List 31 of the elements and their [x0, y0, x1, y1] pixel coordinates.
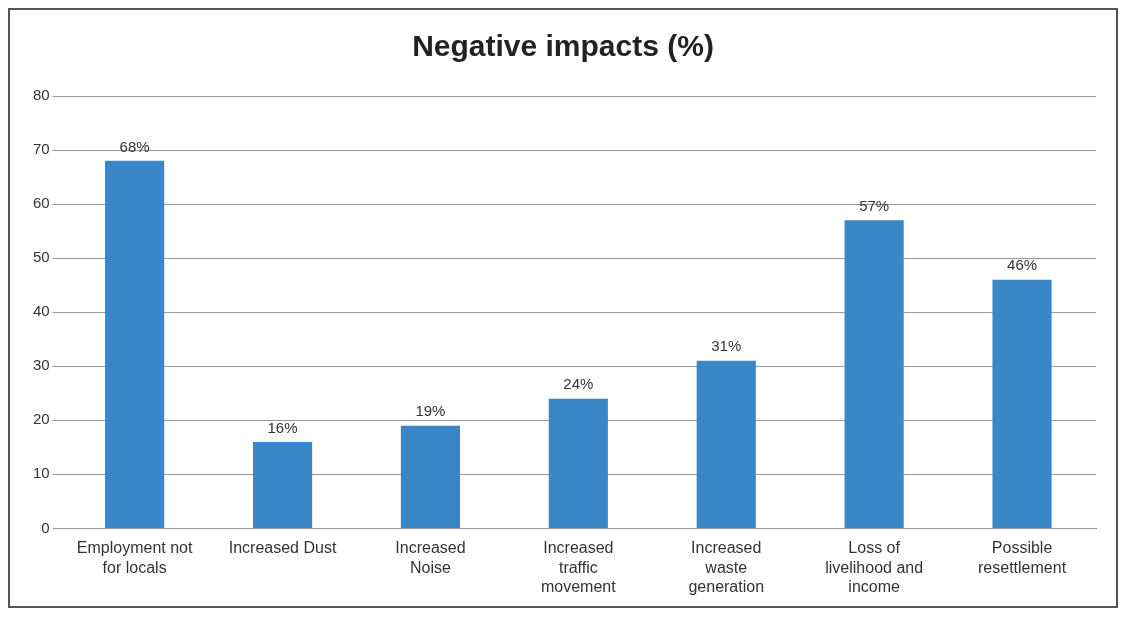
x-tick-label: Loss of livelihood and income: [825, 539, 924, 595]
x-tick-label: Increased traffic movement: [540, 539, 617, 595]
data-label: 68%: [119, 137, 150, 155]
y-tick-label: 60: [33, 194, 50, 212]
data-label: 24%: [563, 375, 594, 393]
y-tick-label: 10: [33, 464, 50, 482]
bar: [400, 425, 461, 528]
y-tick-label: 30: [33, 356, 50, 374]
y-tick-label: 70: [33, 140, 50, 158]
data-label: 16%: [267, 418, 298, 436]
y-tick-label: 50: [33, 248, 50, 266]
data-label: 19%: [415, 402, 446, 420]
y-tick-label: 20: [33, 410, 50, 428]
bar: [548, 398, 608, 528]
bar: [105, 160, 165, 528]
chart-title: Negative impacts (%): [412, 29, 714, 63]
x-tick-label: Possible resettlement: [978, 539, 1067, 576]
x-tick-label: Increased waste generation: [688, 539, 765, 595]
y-tick-label: 40: [33, 302, 50, 320]
data-label: 31%: [711, 337, 742, 355]
bar: [844, 220, 904, 528]
y-tick-label: 80: [33, 86, 50, 104]
data-label: 57%: [859, 196, 890, 214]
bar: [696, 360, 756, 528]
y-tick-label: 0: [41, 518, 50, 536]
x-tick-label: Increased Noise: [395, 539, 466, 576]
bar: [252, 441, 313, 528]
x-tick-label: Increased Dust: [228, 539, 337, 557]
bar: [992, 279, 1052, 528]
x-tick-label: Employment not for locals: [76, 539, 193, 576]
data-label: 46%: [1007, 256, 1038, 274]
